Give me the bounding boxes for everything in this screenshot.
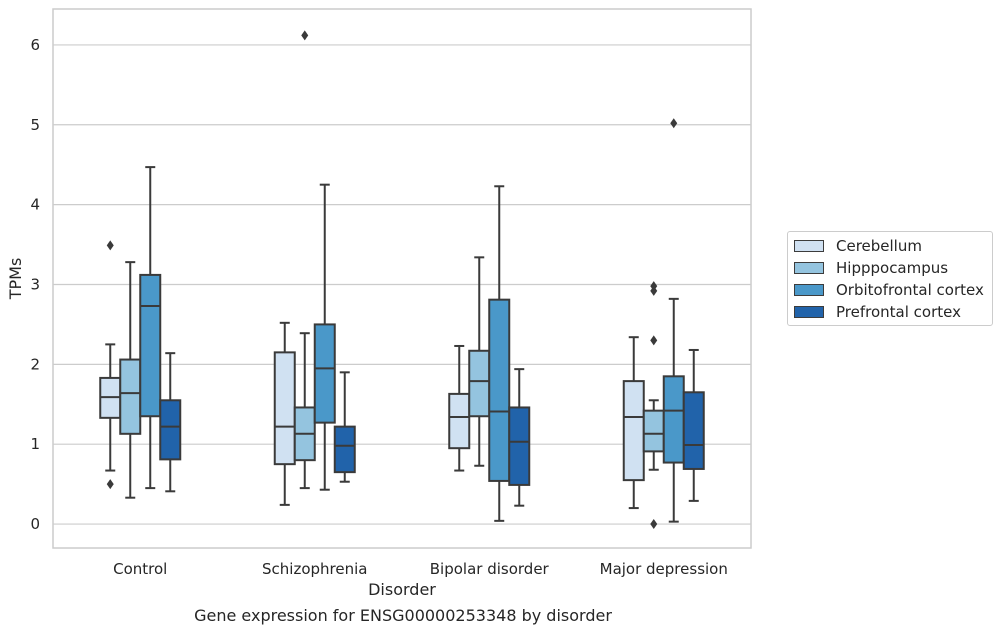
legend-label-orbitofrontal: Orbitofrontal cortex — [836, 281, 984, 299]
legend-label-prefrontal: Prefrontal cortex — [836, 303, 961, 321]
box-2-0 — [139, 273, 162, 418]
legend-item-cerebellum: Cerebellum — [794, 236, 922, 256]
y-tick-label-0: 0 — [30, 515, 40, 533]
legend: Cerebellum Hipppocampus Orbitofrontal co… — [787, 231, 993, 326]
y-tick-label-1: 1 — [30, 435, 40, 453]
outlier-0-0-1 — [106, 479, 114, 490]
box-0-1 — [273, 351, 296, 466]
y-tick-label-2: 2 — [30, 355, 40, 373]
x-tick-label-3: Major depression — [600, 560, 728, 578]
box-3-2 — [508, 406, 531, 486]
box-2-2 — [488, 298, 511, 482]
outlier-0-0-0 — [106, 240, 114, 251]
box-3-1 — [333, 425, 356, 474]
box-1-0 — [119, 358, 142, 435]
outlier-1-1-0 — [301, 30, 309, 41]
y-axis-label: TPMs — [6, 258, 25, 301]
y-tick-label-3: 3 — [30, 275, 40, 293]
outlier-1-3-2 — [650, 335, 658, 346]
legend-item-orbitofrontal: Orbitofrontal cortex — [794, 280, 984, 300]
legend-swatch-prefrontal — [794, 306, 824, 318]
box-2-1 — [313, 323, 336, 424]
box-3-3 — [682, 391, 705, 470]
x-tick-label-0: Control — [113, 560, 167, 578]
legend-swatch-orbitofrontal — [794, 284, 824, 296]
legend-label-cerebellum: Cerebellum — [836, 237, 922, 255]
y-tick-label-5: 5 — [30, 116, 40, 134]
x-tick-label-2: Bipolar disorder — [430, 560, 550, 578]
plot-frame — [52, 8, 752, 549]
legend-item-prefrontal: Prefrontal cortex — [794, 302, 961, 322]
legend-swatch-hippocampus — [794, 262, 824, 274]
box-0-3 — [622, 380, 645, 482]
y-tick-label-6: 6 — [30, 36, 40, 54]
box-1-2 — [468, 349, 491, 418]
box-2-3 — [662, 375, 685, 464]
outlier-1-3-3 — [650, 519, 658, 530]
legend-label-hippocampus: Hipppocampus — [836, 259, 949, 277]
outlier-1-3-1 — [650, 285, 658, 296]
legend-item-hippocampus: Hipppocampus — [794, 258, 948, 278]
figure-caption: Gene expression for ENSG00000253348 by d… — [194, 606, 612, 625]
box-0-2 — [448, 392, 471, 450]
y-tick-label-4: 4 — [30, 196, 40, 214]
box-1-3 — [642, 409, 665, 453]
outlier-2-3-0 — [670, 118, 678, 129]
x-axis-label: Disorder — [368, 580, 436, 599]
x-tick-label-1: Schizophrenia — [262, 560, 367, 578]
legend-swatch-cerebellum — [794, 240, 824, 252]
box-3-0 — [159, 399, 182, 461]
